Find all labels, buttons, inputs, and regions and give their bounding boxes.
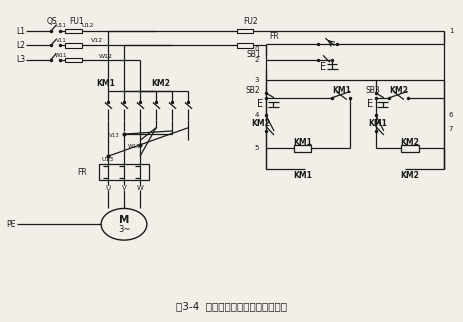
- Text: 图3-4  接触器联锁的正反转控制线路: 图3-4 接触器联锁的正反转控制线路: [176, 302, 287, 312]
- Text: M: M: [119, 215, 129, 225]
- Text: W11: W11: [55, 53, 67, 58]
- Text: U11: U11: [56, 24, 66, 28]
- Text: W12: W12: [99, 54, 113, 59]
- Text: 3~: 3~: [118, 225, 130, 234]
- Text: U12: U12: [81, 24, 94, 28]
- Text: L3: L3: [17, 55, 25, 64]
- Text: W13: W13: [127, 144, 140, 149]
- Text: KM2: KM2: [251, 119, 270, 128]
- Text: 0: 0: [255, 46, 259, 52]
- Bar: [401, 145, 419, 152]
- Text: PE: PE: [6, 220, 16, 229]
- Bar: [65, 58, 82, 62]
- Text: KM2: KM2: [400, 171, 419, 180]
- Text: 2: 2: [255, 57, 259, 63]
- Text: V13: V13: [109, 133, 120, 138]
- Text: KM1: KM1: [293, 171, 312, 180]
- Text: U13: U13: [102, 157, 114, 162]
- Text: FU2: FU2: [244, 17, 258, 26]
- Text: KM2: KM2: [400, 138, 419, 147]
- Text: V: V: [122, 185, 126, 191]
- Text: E: E: [320, 62, 326, 72]
- Bar: [294, 145, 311, 152]
- Bar: [99, 164, 149, 180]
- Text: FR: FR: [269, 33, 279, 42]
- Text: U: U: [106, 185, 111, 191]
- Text: SB3: SB3: [366, 86, 381, 95]
- Text: V11: V11: [56, 38, 66, 43]
- Text: QS: QS: [47, 17, 57, 26]
- Text: KM1: KM1: [369, 119, 388, 128]
- Text: KM2: KM2: [151, 79, 170, 88]
- Text: E: E: [257, 99, 263, 109]
- Text: L1: L1: [17, 27, 25, 36]
- Text: 1: 1: [449, 28, 453, 34]
- Text: V12: V12: [90, 38, 103, 43]
- Bar: [237, 43, 253, 48]
- Text: KM1: KM1: [96, 79, 115, 88]
- Text: SB2: SB2: [246, 86, 260, 95]
- Bar: [65, 43, 82, 48]
- Text: SB1: SB1: [247, 50, 261, 59]
- Text: 7: 7: [449, 126, 453, 132]
- Text: FR: FR: [78, 167, 88, 176]
- Text: KM1: KM1: [293, 138, 312, 147]
- Text: KM1: KM1: [332, 86, 351, 95]
- Bar: [237, 29, 253, 33]
- Text: W: W: [137, 185, 144, 191]
- Text: KM2: KM2: [389, 86, 408, 95]
- Text: L2: L2: [17, 41, 25, 50]
- Text: 3: 3: [255, 77, 259, 83]
- Text: 5: 5: [255, 145, 259, 151]
- Text: FU1: FU1: [69, 17, 84, 26]
- Text: E: E: [367, 99, 373, 109]
- Text: 4: 4: [255, 112, 259, 118]
- Bar: [65, 29, 82, 33]
- Text: 6: 6: [449, 112, 453, 118]
